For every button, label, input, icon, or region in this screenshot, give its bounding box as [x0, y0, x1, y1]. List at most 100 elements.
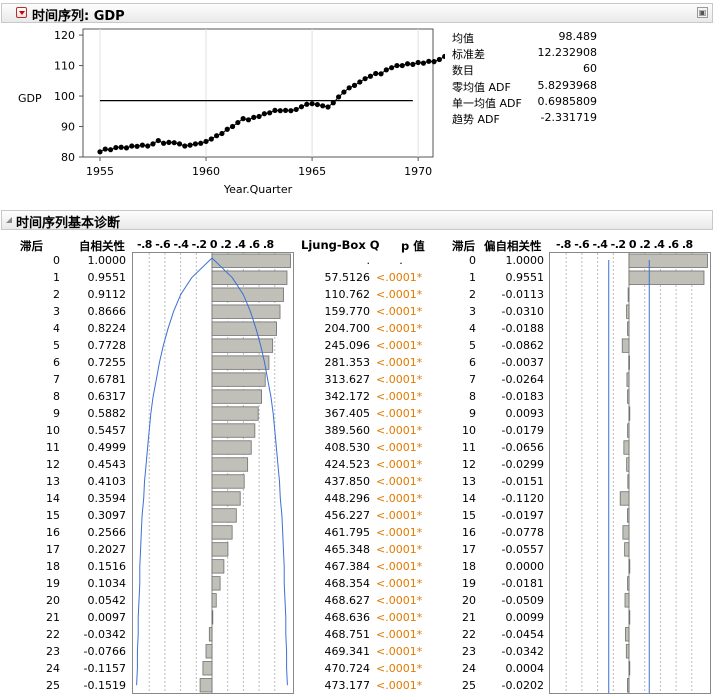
p-value: <.0001* [376, 321, 423, 335]
red-triangle-menu-icon[interactable] [16, 7, 27, 18]
lag-value-2: 6 [469, 355, 476, 369]
data-point [187, 142, 193, 148]
data-point [383, 67, 389, 73]
acf-value: 0.2027 [87, 542, 127, 556]
pacf-bar [628, 406, 631, 421]
acf-value: 0.9551 [87, 270, 127, 284]
ljung-box-value: 389.560 [324, 423, 371, 437]
report-header-gdp[interactable]: 时间序列: GDP ▣ [1, 3, 713, 24]
lag-value-2: 2 [469, 287, 476, 301]
acf-value: -0.1519 [83, 678, 126, 692]
stat-label: 趋势 ADF [452, 113, 500, 126]
stat-value: 5.8293968 [537, 78, 598, 92]
data-point [134, 143, 140, 149]
data-point [314, 101, 320, 108]
lag-value: 13 [46, 474, 60, 488]
pacf-bar [627, 508, 630, 523]
p-value: <.0001* [376, 457, 423, 471]
lag-value: 3 [53, 304, 60, 318]
data-point [320, 103, 326, 109]
acf-bar [211, 593, 217, 608]
ljung-box-value: 467.384 [324, 559, 371, 573]
lag-value: 22 [46, 627, 60, 641]
lag-value: 14 [46, 491, 60, 505]
ljung-box-value: 461.795 [324, 525, 371, 539]
lag-value-2: 10 [462, 423, 476, 437]
acf-value: 0.2566 [87, 525, 127, 539]
data-point [367, 73, 374, 79]
data-point [155, 137, 161, 144]
stat-value: 0.6985809 [537, 94, 598, 108]
lag-value: 10 [46, 423, 60, 437]
data-point [203, 138, 209, 145]
data-point [309, 101, 315, 107]
lag-value-2: 3 [469, 304, 476, 318]
data-point [399, 62, 405, 69]
ljung-box-value: 408.530 [324, 440, 371, 454]
acf-value: 0.7255 [87, 355, 127, 369]
pacf-bar [627, 576, 630, 591]
pacf-value: -0.0299 [501, 457, 544, 471]
pacf-bar [627, 423, 630, 438]
pacf-bar [626, 304, 630, 319]
p-value: <.0001* [376, 610, 423, 624]
acf-value: 0.3594 [87, 491, 127, 505]
pacf-value: -0.0264 [501, 372, 544, 386]
lag-value: 12 [46, 457, 60, 471]
lag-header: 滞后 [20, 239, 43, 253]
data-point [341, 89, 347, 95]
pacf-bar [628, 610, 631, 625]
acf-bar [211, 440, 252, 455]
acf-bar [211, 542, 229, 557]
acf-confidence-bound [211, 257, 288, 686]
collapse-triangle-icon[interactable] [5, 216, 13, 224]
data-point [394, 62, 400, 69]
pacf-value: -0.0151 [501, 474, 544, 488]
acf-bar-chart [132, 252, 294, 694]
data-point [373, 70, 379, 77]
data-point [171, 140, 177, 146]
data-point [362, 76, 368, 82]
ljung-box-value: 424.523 [324, 457, 371, 471]
pacf-value: -0.0037 [501, 355, 544, 369]
data-point [123, 145, 130, 151]
stat-label: 数目 [452, 64, 474, 78]
pacf-bar [625, 644, 630, 659]
ljung-box-value: 57.5126 [324, 270, 371, 284]
p-value: <.0001* [376, 508, 423, 522]
data-point [261, 111, 267, 117]
x-tick-label: 1960 [192, 165, 220, 178]
acf-bar [211, 287, 284, 302]
lag-value: 17 [46, 542, 60, 556]
acf-value: 0.1516 [87, 559, 127, 573]
acf-value: 0.4543 [87, 457, 127, 471]
data-point [282, 107, 289, 113]
lag-value-2: 21 [462, 610, 476, 624]
data-point [272, 107, 278, 113]
acf-value: 0.9112 [87, 287, 127, 301]
ljung-box-value: 367.405 [324, 406, 371, 420]
lag-value-2: 1 [469, 270, 476, 284]
data-point [288, 108, 294, 114]
lag-value-2: 11 [462, 440, 476, 454]
ljung-box-value: 465.348 [324, 542, 371, 556]
pacf-header: 偏自相关性 [484, 239, 542, 253]
p-value: <.0001* [376, 440, 423, 454]
data-point [166, 139, 172, 145]
stat-label: 单一均值 ADF [452, 96, 522, 110]
pacf-value: -0.0342 [501, 644, 544, 658]
lag-value: 0 [53, 254, 60, 267]
p-value: <.0001* [376, 661, 423, 675]
data-point [277, 108, 283, 114]
lag-value-2: 9 [469, 406, 476, 420]
window-options-icon[interactable]: ▣ [697, 7, 708, 18]
report-header-diagnostics[interactable]: 时间序列基本诊断 [1, 210, 713, 231]
lag-value-2: 19 [462, 576, 476, 590]
lag-value: 24 [46, 661, 60, 675]
ljung-box-value: 456.227 [324, 508, 371, 522]
lag-value-2: 17 [462, 542, 476, 556]
p-value: . [399, 254, 403, 267]
x-axis-label: Year.Quarter [223, 183, 293, 196]
acf-bar [211, 457, 249, 472]
acf-value: 0.6317 [87, 389, 127, 403]
